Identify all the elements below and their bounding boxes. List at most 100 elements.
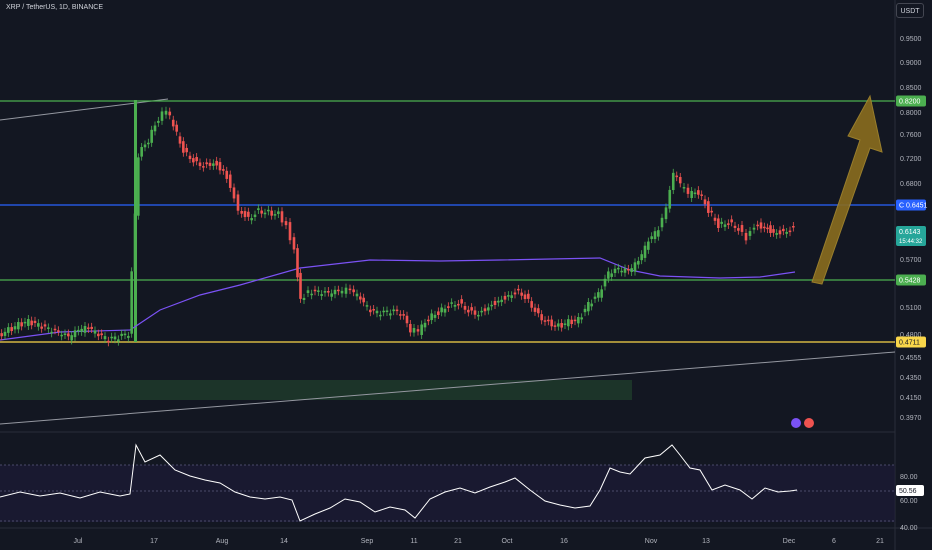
candle-body — [453, 304, 457, 307]
candle-body — [389, 313, 392, 316]
candle-body — [402, 314, 405, 316]
candle-body — [43, 324, 47, 327]
candle-body — [507, 295, 510, 297]
candle-body — [763, 226, 766, 229]
time-tick-label: 21 — [454, 538, 462, 545]
candle-body — [778, 230, 782, 235]
candle-body — [416, 329, 420, 332]
rsi-tick-label: 60.00 — [900, 498, 918, 505]
candle-body — [30, 320, 33, 326]
candle-body — [412, 328, 416, 333]
candle-body — [63, 333, 67, 335]
candle-body — [323, 291, 327, 293]
rsi-value-label: 50.56 — [899, 488, 917, 495]
candle-body — [766, 227, 769, 230]
candle-body — [355, 293, 359, 297]
flag-icon[interactable] — [804, 418, 814, 428]
price-tick-label: 0.9500 — [900, 36, 922, 43]
candle-body — [228, 174, 232, 188]
candle-body — [627, 268, 630, 271]
candle-body — [292, 237, 296, 250]
price-tag-label: 0.8200 — [899, 99, 921, 106]
candle-body — [690, 191, 693, 198]
candle-body — [600, 289, 603, 298]
candle-body — [382, 310, 385, 313]
candle-body — [205, 162, 208, 165]
rsi-axis: 80.00 60.00 40.00 50.56 — [896, 474, 924, 532]
candle-body — [327, 291, 330, 293]
rsi-tick-label: 80.00 — [900, 474, 918, 481]
candle-body — [33, 320, 37, 323]
candle-body — [637, 260, 640, 265]
candle-body — [385, 310, 389, 313]
candle-body — [302, 297, 306, 300]
candle-body — [127, 335, 130, 338]
candle-body — [630, 268, 633, 273]
candle-body — [487, 307, 490, 311]
candle-body — [752, 227, 756, 230]
candle-body — [284, 221, 288, 226]
candle-body — [260, 210, 263, 214]
candle-body — [80, 328, 83, 332]
candle-body — [37, 323, 40, 327]
candle-body — [198, 162, 202, 167]
candle-body — [583, 308, 587, 313]
lightning-icon[interactable] — [791, 418, 801, 428]
candle-body — [164, 110, 168, 115]
time-tick-label: 13 — [702, 538, 710, 545]
price-axis[interactable]: 0.9500 0.9000 0.8500 0.8000 0.7600 0.7200 0.68… — [900, 36, 922, 422]
candle-body — [682, 187, 686, 189]
candle-body — [280, 211, 284, 223]
candle-body — [617, 267, 620, 270]
candle-body — [232, 187, 236, 199]
candle-body — [240, 210, 243, 214]
lower-trend-line — [0, 351, 896, 425]
price-tick-label: 0.4800 — [900, 332, 922, 339]
candle-body — [395, 309, 399, 312]
candle-body — [306, 290, 310, 294]
candle-body — [653, 231, 657, 240]
candle-body — [713, 217, 717, 221]
candle-body — [420, 324, 423, 335]
candle-body — [620, 270, 623, 273]
candle-body — [13, 326, 17, 330]
candle-body — [372, 309, 375, 311]
candle-body — [27, 319, 30, 326]
price-tick-label: 0.7600 — [900, 132, 922, 139]
price-tick-label: 0.3970 — [900, 415, 922, 422]
candle-body — [60, 334, 63, 337]
candle-body — [123, 333, 127, 336]
candle-body — [236, 194, 240, 211]
candle-body — [53, 328, 57, 331]
candle-body — [593, 296, 597, 299]
candle-body — [392, 309, 395, 312]
candle-body — [788, 230, 792, 233]
time-tick-label: 17 — [150, 538, 158, 545]
candle-body — [423, 322, 427, 328]
candle-body — [97, 333, 100, 337]
candle-body — [744, 232, 748, 241]
candle-body — [547, 319, 550, 322]
time-axis[interactable]: Jul 17 Aug 14 Sep 11 21 Oct 16 Nov 13 Dec 6 21 — [74, 538, 884, 545]
candle-body — [737, 228, 740, 231]
candle-body — [50, 331, 53, 334]
currency-button[interactable]: USDT — [896, 3, 924, 18]
candle-body — [740, 225, 744, 232]
candle-body — [247, 211, 250, 217]
candle-body — [748, 231, 752, 236]
candle-body — [730, 219, 733, 223]
candle-body — [147, 142, 150, 145]
candle-body — [782, 228, 785, 232]
candle-body — [365, 305, 369, 307]
candle-body — [580, 317, 583, 320]
candle-body — [299, 272, 302, 299]
candle-body — [693, 192, 697, 195]
candle-body — [100, 333, 103, 336]
candle-body — [340, 290, 344, 294]
candle-body — [117, 339, 120, 342]
candle-body — [443, 308, 447, 313]
candle-body — [182, 141, 185, 153]
candle-body — [733, 225, 737, 228]
candle-body — [769, 225, 772, 233]
